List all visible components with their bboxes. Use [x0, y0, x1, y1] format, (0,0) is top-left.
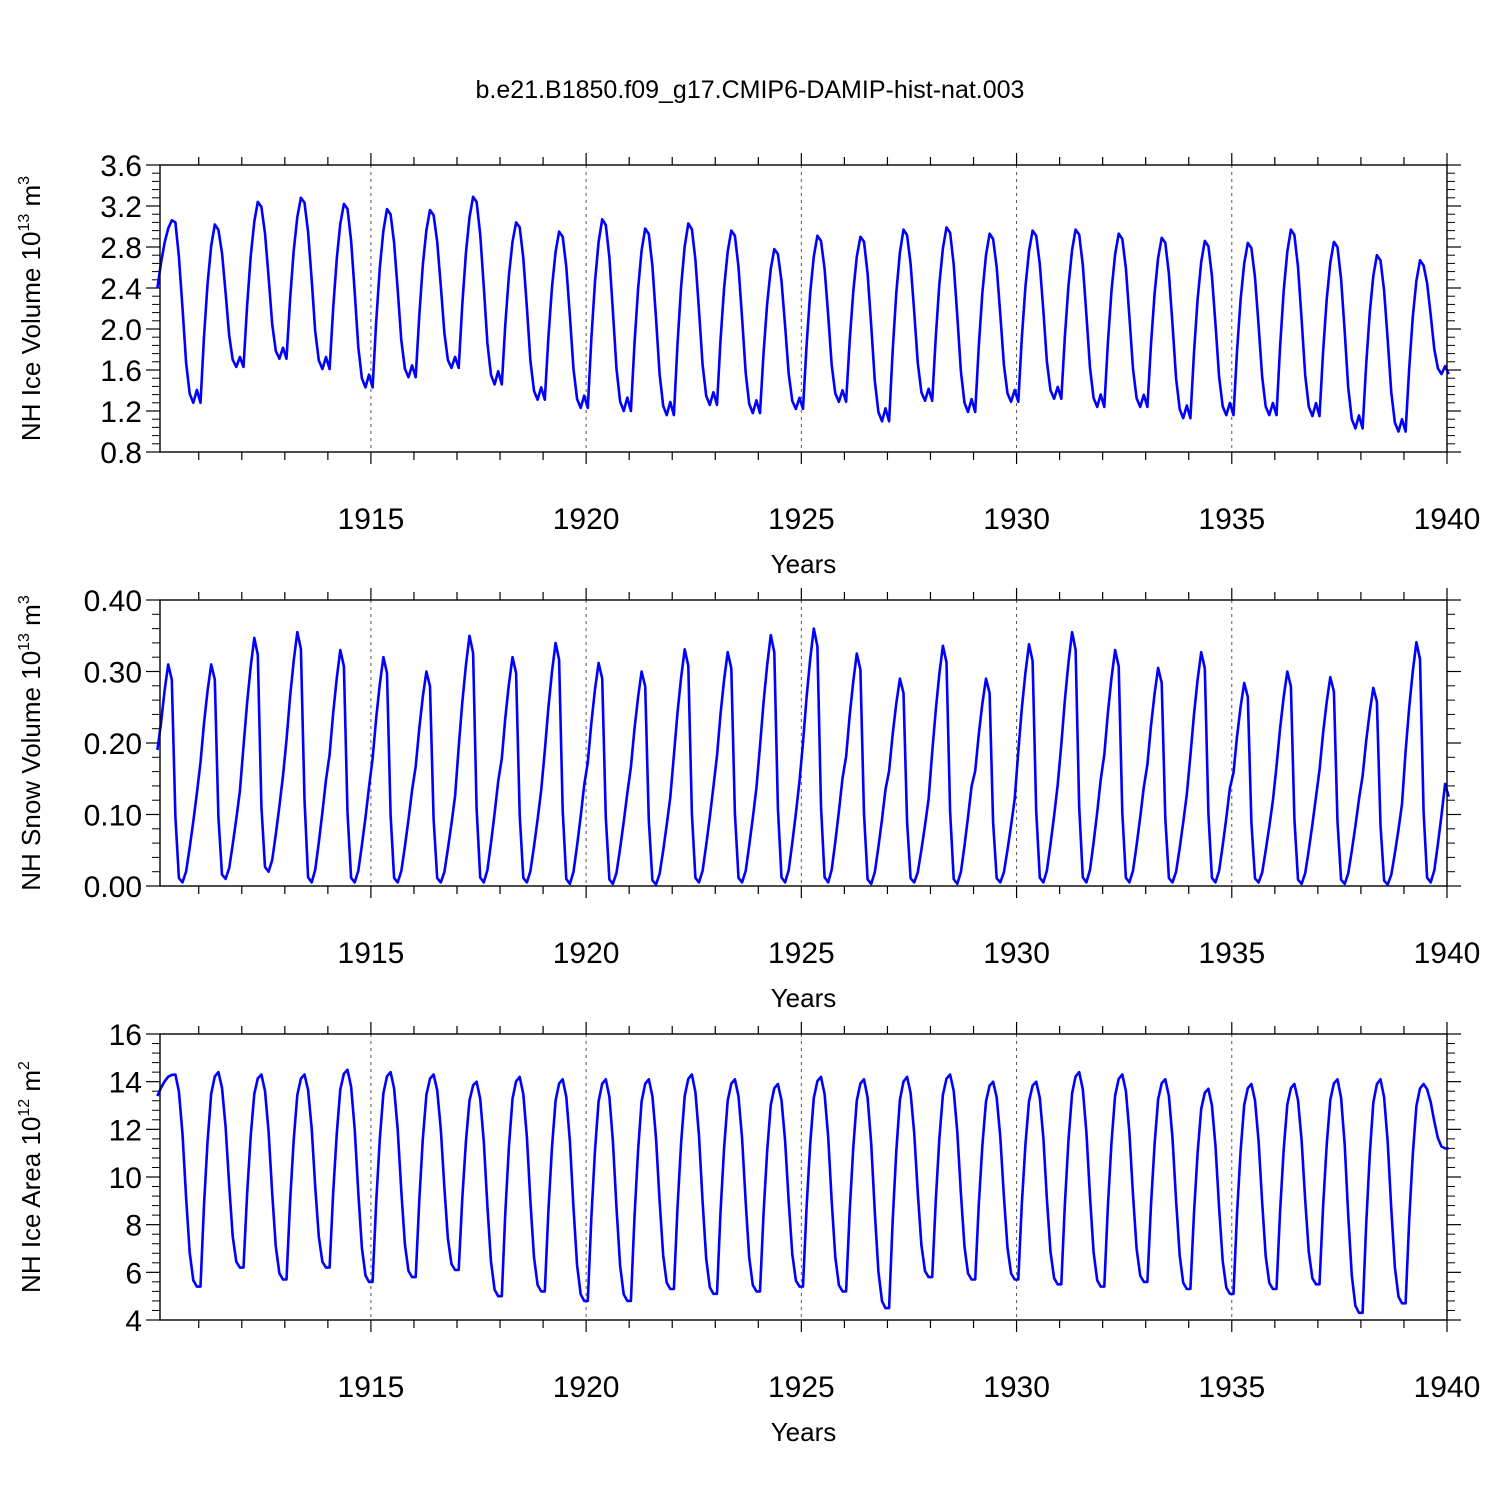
ice-area-ytick-label: 16 — [109, 1019, 142, 1052]
ice-volume-xtick-label: 1935 — [1198, 503, 1265, 536]
snow-volume-ytick-label: 0.40 — [84, 585, 142, 618]
ice-area-xtick-label: 1915 — [338, 1371, 405, 1404]
ice-area-xtick-label: 1930 — [983, 1371, 1050, 1404]
ice-volume-ylabel: NH Ice Volume 1013 m3 — [16, 176, 46, 441]
ice-area-series-line — [156, 1068, 1449, 1315]
snow-volume-plot-frame — [159, 599, 1448, 887]
ice-area-ytick-label: 6 — [125, 1257, 142, 1290]
ice-volume-xtick-label: 1925 — [768, 503, 835, 536]
ice-area-ylabel: NH Ice Area 1012 m2 — [16, 1061, 46, 1293]
snow-volume-xtick-label: 1935 — [1198, 937, 1265, 970]
figure-title: b.e21.B1850.f09_g17.CMIP6-DAMIP-hist-nat… — [475, 76, 1025, 104]
ice-volume-ytick-label: 1.6 — [100, 355, 142, 388]
ice-area-xtick-label: 1920 — [553, 1371, 620, 1404]
snow-volume-xlabel: Years — [771, 983, 837, 1013]
ice-area-xlabel: Years — [771, 1417, 837, 1447]
ice-volume-xtick-label: 1930 — [983, 503, 1050, 536]
snow-volume-ytick-label: 0.30 — [84, 657, 142, 690]
ice-area-xtick-label: 1935 — [1198, 1371, 1265, 1404]
snow-volume-ylabel: NH Snow Volume 1013 m3 — [16, 595, 46, 891]
ice-volume-series-line — [156, 195, 1450, 433]
ice-volume-ytick-label: 0.8 — [100, 437, 142, 470]
ice-volume-ytick-label: 2.8 — [100, 232, 142, 265]
snow-volume-xtick-label: 1940 — [1414, 937, 1481, 970]
ice-volume-ytick-label: 3.2 — [100, 191, 142, 224]
ice-volume-xtick-label: 1940 — [1414, 503, 1481, 536]
ice-volume-ytick-label: 1.2 — [100, 396, 142, 429]
ice-volume-xlabel: Years — [771, 549, 837, 579]
ice-volume-plot-frame — [159, 164, 1448, 453]
ice-volume-ytick-label: 2.0 — [100, 314, 142, 347]
snow-volume-series-line — [156, 627, 1450, 886]
ice-area-ytick-label: 8 — [125, 1210, 142, 1243]
ice-area-ytick-label: 14 — [109, 1067, 142, 1100]
snow-volume-xtick-label: 1925 — [768, 937, 835, 970]
ice-volume-xtick-label: 1915 — [338, 503, 405, 536]
snow-volume-xtick-label: 1930 — [983, 937, 1050, 970]
snow-volume-xtick-label: 1920 — [553, 937, 620, 970]
ice-volume-ytick-label: 3.6 — [100, 150, 142, 183]
snow-volume-ytick-label: 0.20 — [84, 728, 142, 761]
snow-volume-ytick-label: 0.00 — [84, 871, 142, 904]
ice-area-ytick-label: 4 — [125, 1305, 142, 1338]
ice-area-plot-frame — [159, 1033, 1448, 1321]
ice-area-ytick-label: 12 — [109, 1114, 142, 1147]
snow-volume-xtick-label: 1915 — [338, 937, 405, 970]
ice-area-xtick-label: 1940 — [1414, 1371, 1481, 1404]
ice-area-ytick-label: 10 — [109, 1162, 142, 1195]
snow-volume-ytick-label: 0.10 — [84, 800, 142, 833]
ice-volume-ytick-label: 2.4 — [100, 273, 142, 306]
ice-volume-xtick-label: 1920 — [553, 503, 620, 536]
ice-area-xtick-label: 1925 — [768, 1371, 835, 1404]
